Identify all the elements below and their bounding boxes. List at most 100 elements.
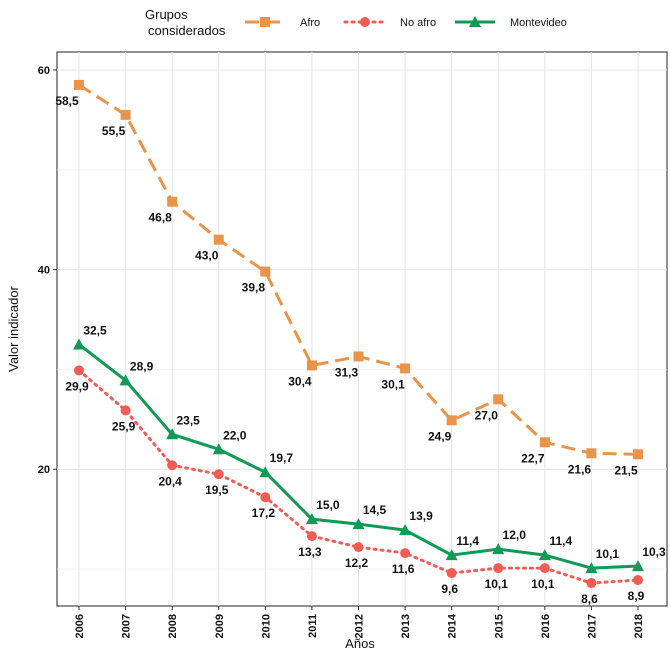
data-label: 10,3 xyxy=(642,545,666,559)
point xyxy=(586,578,597,589)
data-label: 23,5 xyxy=(176,413,200,427)
point xyxy=(305,513,318,525)
data-label: 12,2 xyxy=(345,556,369,570)
data-label: 13,9 xyxy=(409,509,433,523)
point xyxy=(74,365,84,376)
data-label: 30,1 xyxy=(381,377,405,391)
point xyxy=(306,531,317,542)
data-label: 14,5 xyxy=(363,503,387,517)
point xyxy=(539,437,550,448)
data-label: 22,0 xyxy=(223,428,247,442)
point xyxy=(120,109,131,120)
x-tick-label: 2009 xyxy=(214,614,226,638)
point xyxy=(212,443,225,455)
point xyxy=(446,415,457,426)
point xyxy=(119,374,132,386)
data-label: 12,0 xyxy=(503,528,527,542)
data-label: 21,5 xyxy=(614,463,638,477)
x-tick-label: 2007 xyxy=(121,614,133,638)
point xyxy=(167,196,178,207)
data-label: 24,9 xyxy=(428,429,452,443)
x-tick-label: 2018 xyxy=(633,614,645,638)
point xyxy=(585,562,598,574)
point xyxy=(400,363,411,374)
point xyxy=(74,79,84,90)
point xyxy=(399,524,412,536)
data-label: 8,9 xyxy=(628,589,645,603)
point xyxy=(400,548,411,559)
x-tick-label: 2016 xyxy=(540,614,552,638)
data-label: 29,9 xyxy=(65,379,89,393)
x-axis-title: Años xyxy=(345,636,375,651)
data-label: 11,6 xyxy=(392,562,415,576)
point xyxy=(352,518,365,530)
legend-label: Montevideo xyxy=(510,17,567,29)
data-label: 10,1 xyxy=(596,547,620,561)
point xyxy=(493,394,504,405)
data-label: 19,7 xyxy=(270,451,294,465)
y-axis-title: Valor indicador xyxy=(6,285,21,371)
point xyxy=(259,466,272,478)
data-label: 11,4 xyxy=(549,534,572,548)
point xyxy=(632,560,644,572)
data-label: 28,9 xyxy=(130,359,154,373)
data-label: 31,3 xyxy=(335,365,359,379)
y-tick-label: 40 xyxy=(38,265,50,277)
x-tick-label: 2010 xyxy=(260,614,272,638)
point xyxy=(213,234,224,245)
point xyxy=(166,428,179,440)
x-tick-label: 2017 xyxy=(586,614,598,638)
point xyxy=(260,492,271,503)
data-label: 9,6 xyxy=(441,582,458,596)
point xyxy=(73,338,85,350)
point xyxy=(493,563,504,574)
point xyxy=(353,542,364,553)
legend-marker xyxy=(260,17,270,27)
data-label: 13,3 xyxy=(298,545,322,559)
data-label: 32,5 xyxy=(83,323,107,337)
x-tick-label: 2008 xyxy=(167,614,179,638)
data-label: 30,4 xyxy=(288,374,312,388)
data-label: 10,1 xyxy=(485,577,509,591)
plot-frame xyxy=(56,51,668,607)
grid xyxy=(57,52,667,606)
point xyxy=(539,563,550,574)
data-label: 43,0 xyxy=(195,249,219,263)
legend-label: No afro xyxy=(400,17,436,29)
point xyxy=(120,405,131,416)
x-tick-label: 2011 xyxy=(307,614,319,638)
data-label: 20,4 xyxy=(158,474,182,488)
point xyxy=(306,360,317,371)
point xyxy=(445,549,458,561)
x-tick-label: 2006 xyxy=(74,614,86,638)
data-label: 10,1 xyxy=(531,577,555,591)
data-label: 11,4 xyxy=(456,534,479,548)
point xyxy=(633,575,643,586)
data-label: 8,6 xyxy=(581,592,598,606)
legend-title: Grupos xyxy=(145,7,188,22)
data-label: 15,0 xyxy=(316,498,340,512)
point xyxy=(446,568,457,579)
legend-title: considerados xyxy=(148,23,226,38)
point xyxy=(586,448,597,459)
point xyxy=(538,549,551,561)
data-label: 55,5 xyxy=(102,124,126,138)
legend-label: Afro xyxy=(300,17,320,29)
y-tick-label: 60 xyxy=(38,65,50,77)
data-label: 39,8 xyxy=(242,281,266,295)
x-tick-label: 2012 xyxy=(354,614,366,638)
data-label: 22,7 xyxy=(521,451,545,465)
data-label: 27,0 xyxy=(475,408,499,422)
data-label: 58,5 xyxy=(55,94,79,108)
data-label: 19,5 xyxy=(205,483,229,497)
point xyxy=(492,543,505,555)
x-tick-label: 2014 xyxy=(447,613,459,638)
data-label: 21,6 xyxy=(568,462,592,476)
data-label: 25,9 xyxy=(112,419,136,433)
x-tick-label: 2015 xyxy=(493,614,505,638)
point xyxy=(213,469,224,480)
point xyxy=(260,266,271,277)
x-tick-label: 2013 xyxy=(400,614,412,638)
point xyxy=(167,460,178,471)
